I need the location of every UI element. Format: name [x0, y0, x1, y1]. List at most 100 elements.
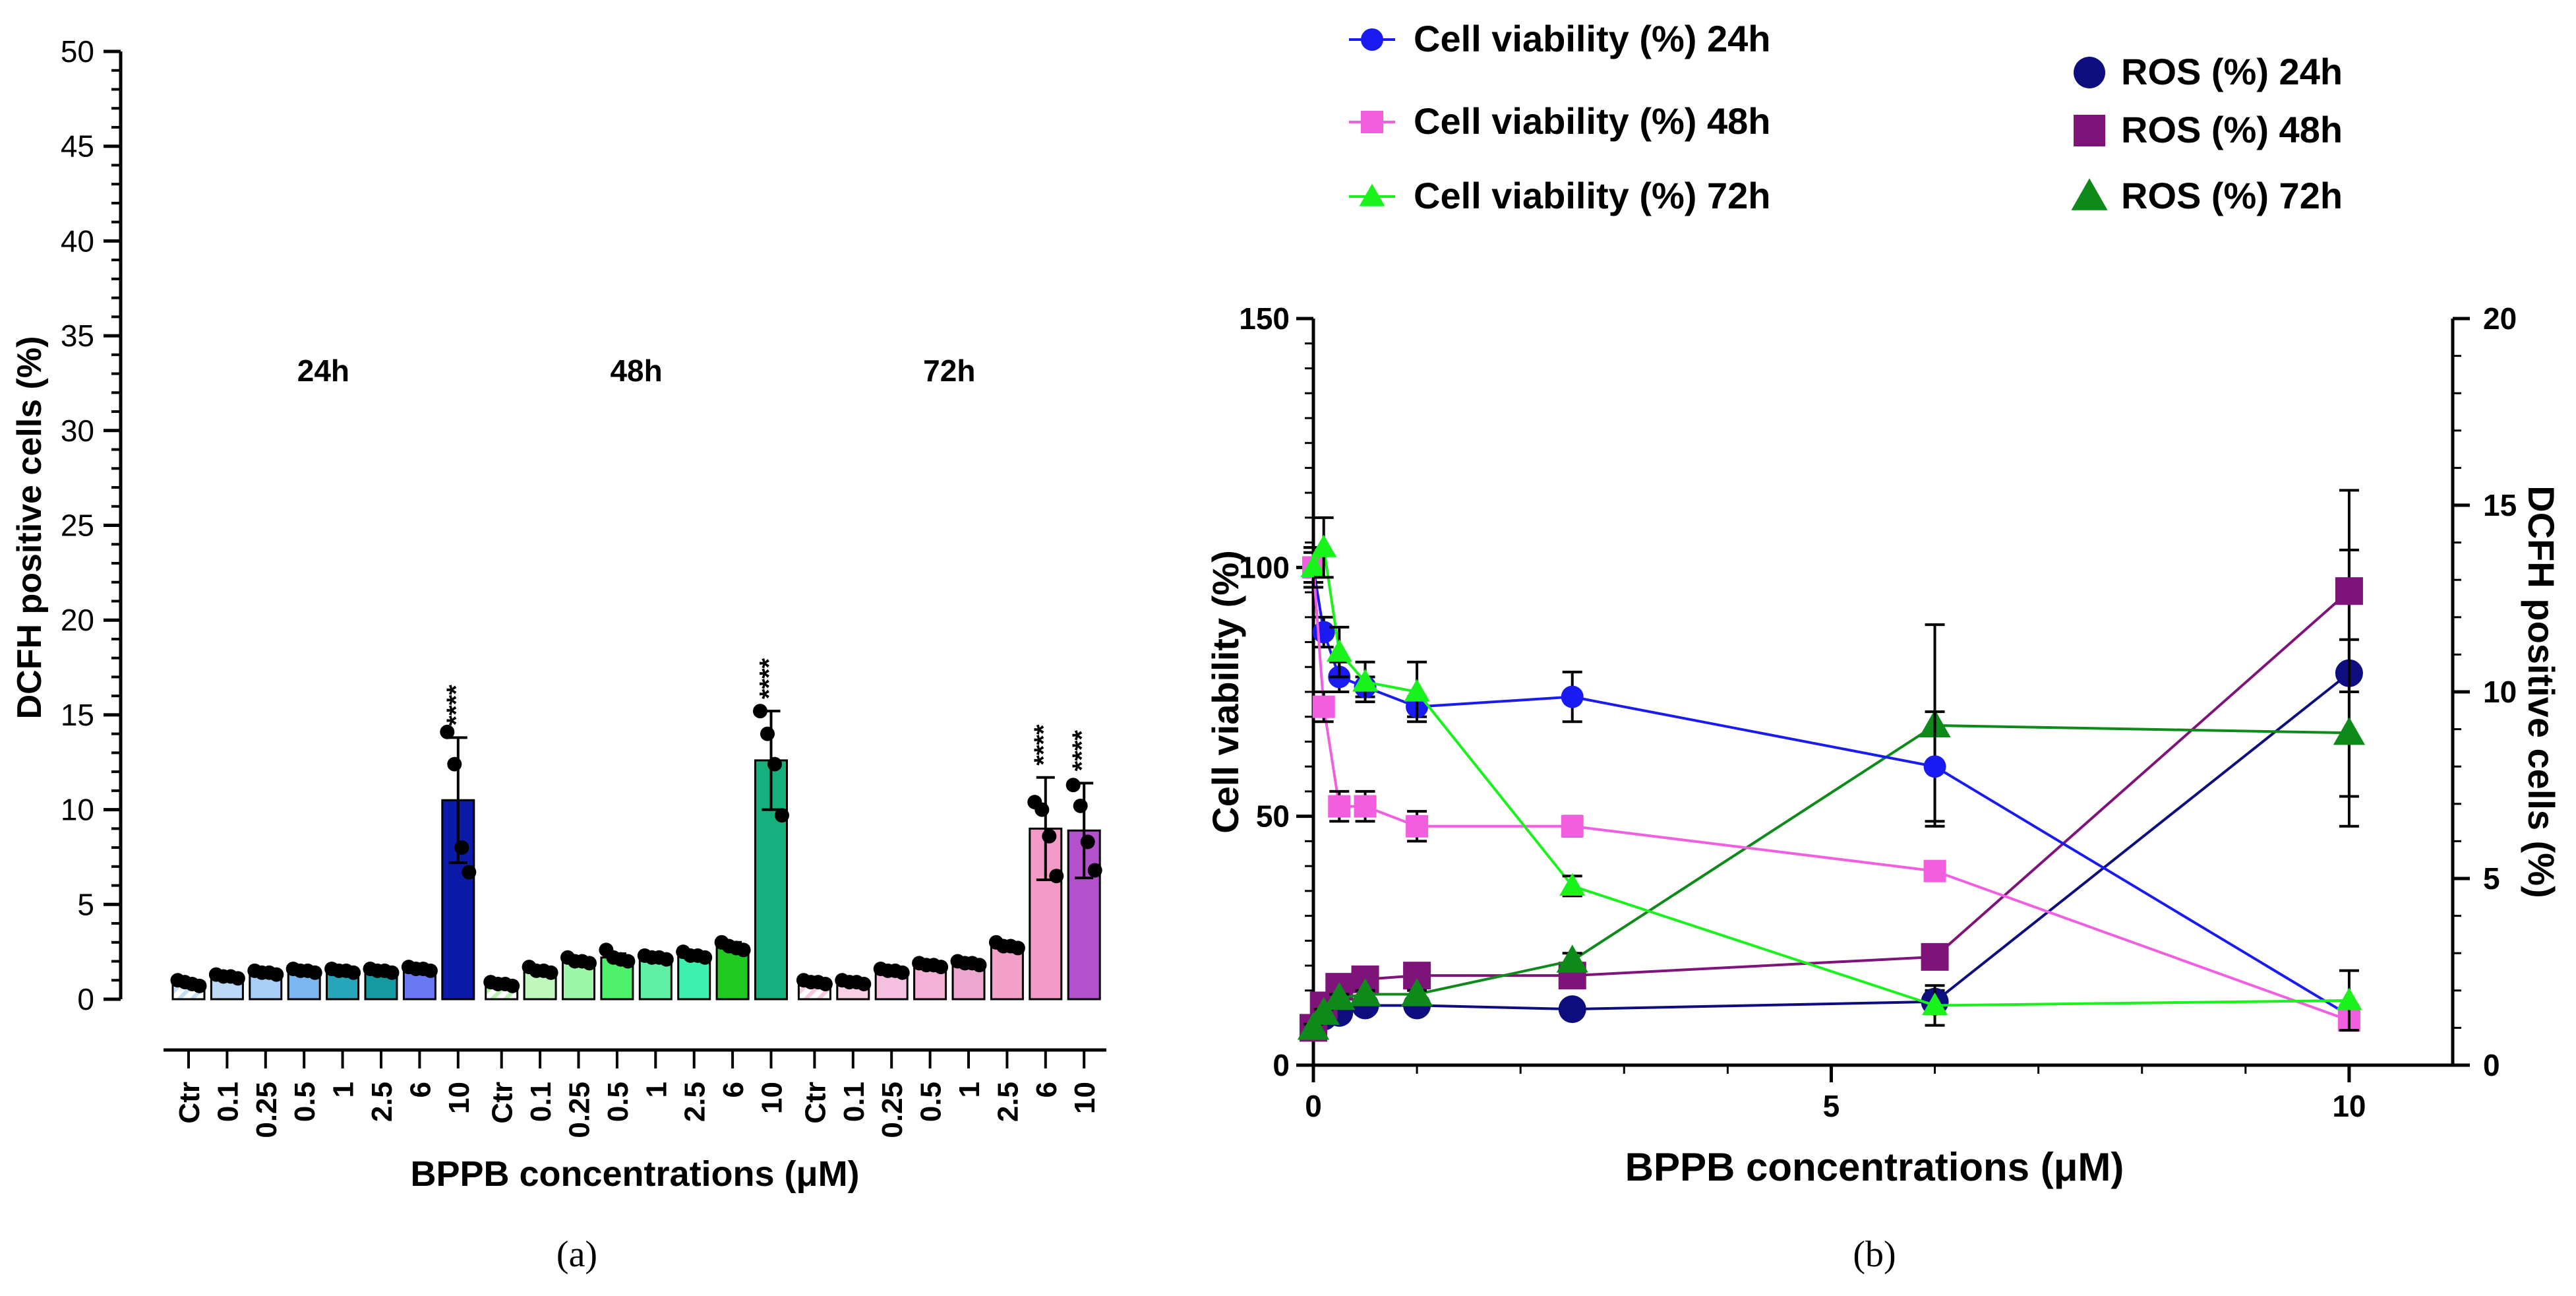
a-data-point — [454, 840, 469, 855]
b-series-group — [1300, 489, 2363, 1042]
a-x-tick-label: 0.25 — [564, 1082, 596, 1138]
b-right-tick-label: 15 — [2483, 488, 2517, 522]
a-data-point — [1010, 941, 1025, 956]
a-x-tick-label: 0.5 — [602, 1082, 634, 1122]
a-x-tick-label: 0.1 — [525, 1082, 557, 1122]
b-legend-label: ROS (%) 48h — [2121, 109, 2343, 150]
a-data-point — [505, 978, 520, 993]
a-data-point — [856, 977, 872, 992]
b-legend-item: Cell viability (%) 72h — [1349, 175, 1771, 216]
b-right-tick-label: 0 — [2483, 1048, 2500, 1082]
a-x-tick-label: 1 — [640, 1082, 673, 1097]
a-x-tick-label: Ctr — [487, 1082, 519, 1124]
a-data-point — [934, 960, 949, 975]
b-data-point — [1404, 679, 1430, 702]
b-series-group — [1302, 546, 2360, 1032]
a-x-tick-label: 0.5 — [915, 1082, 947, 1122]
a-significance-mark: **** — [1029, 724, 1058, 766]
b-legend-marker — [1361, 28, 1383, 51]
a-x-tick-label: Ctr — [799, 1082, 831, 1124]
a-x-tick-label: 0.1 — [838, 1082, 870, 1122]
panel-a-label: (a) — [556, 1234, 597, 1275]
a-data-point — [346, 965, 361, 980]
b-legend-label: Cell viability (%) 24h — [1414, 18, 1771, 59]
b-series-line — [1312, 543, 2349, 1007]
b-data-point — [1323, 981, 1356, 1010]
b-legend-marker — [1359, 183, 1385, 206]
b-series-group — [1297, 623, 2366, 1040]
a-significance-mark: **** — [1067, 730, 1096, 772]
b-legend-marker — [2074, 115, 2105, 146]
a-data-point — [307, 965, 322, 980]
b-data-point — [1558, 995, 1586, 1024]
a-data-point — [440, 724, 455, 739]
a-data-point — [698, 950, 713, 965]
a-bar — [441, 799, 475, 1001]
a-data-point — [269, 967, 284, 982]
b-legend-item: ROS (%) 48h — [2074, 109, 2343, 150]
a-data-point — [1087, 863, 1102, 878]
b-series-line — [1312, 724, 2349, 1029]
a-data-point — [753, 704, 767, 719]
a-data-point — [230, 971, 245, 986]
a-x-tick-label: 2.5 — [992, 1082, 1024, 1122]
a-data-point — [1042, 828, 1057, 844]
a-x-tick-label: 0.1 — [212, 1082, 244, 1122]
a-group-label: 24h — [297, 354, 349, 388]
b-data-point — [1561, 815, 1584, 838]
b-right-tick-label: 5 — [2483, 861, 2500, 896]
b-x-tick-label: 5 — [1823, 1089, 1840, 1123]
a-data-point — [775, 808, 789, 823]
b-data-point — [1300, 554, 1327, 577]
a-data-point — [1049, 869, 1064, 884]
a-data-point — [1073, 798, 1088, 813]
a-significance-mark: **** — [442, 685, 471, 726]
a-y-tick-label: 0 — [77, 982, 94, 1016]
a-x-tick-label: 6 — [404, 1082, 436, 1097]
b-data-point — [1923, 859, 1946, 882]
a-y-tick-label: 10 — [61, 793, 94, 827]
b-series-line — [1312, 567, 2350, 1022]
a-y-tick-label: 5 — [77, 887, 94, 921]
b-left-tick-label: 100 — [1239, 550, 1290, 584]
a-data-point — [582, 956, 597, 971]
a-x-tick-label: 1 — [328, 1082, 360, 1097]
panel-b-label: (b) — [1853, 1234, 1896, 1275]
a-x-tick-label: 6 — [1031, 1082, 1063, 1097]
b-right-axis-title: DCFH positive cells (%) — [2521, 485, 2562, 898]
b-data-point — [1561, 685, 1584, 708]
b-data-point — [1312, 695, 1335, 718]
a-data-point — [423, 963, 438, 978]
a-data-point — [972, 958, 987, 973]
a-data-point — [192, 978, 207, 993]
b-data-point — [1352, 669, 1379, 692]
b-data-point — [1406, 815, 1429, 838]
a-x-axis-title: BPPB concentrations (μM) — [410, 1154, 859, 1194]
b-legend-marker — [2071, 178, 2108, 210]
b-left-axis-title: Cell viability (%) — [1205, 550, 1246, 833]
b-data-point — [1307, 997, 1340, 1025]
a-x-tick-label: 2.5 — [366, 1082, 398, 1122]
a-data-point — [818, 977, 833, 992]
a-data-point — [1034, 802, 1050, 817]
a-x-tick-label: 10 — [1069, 1082, 1101, 1114]
a-x-tick-label: 6 — [717, 1082, 750, 1097]
b-x-axis-title: BPPB concentrations (μM) — [1625, 1145, 2124, 1189]
b-legend-item: ROS (%) 24h — [2074, 51, 2343, 92]
b-data-point — [1312, 621, 1335, 644]
b-data-point — [1921, 992, 1948, 1016]
a-x-tick-label: 0.25 — [876, 1082, 909, 1138]
b-legend-item: Cell viability (%) 24h — [1349, 18, 1771, 59]
b-data-point — [2335, 577, 2363, 605]
b-left-tick-label: 0 — [1273, 1048, 1290, 1082]
a-x-tick-label: Ctr — [173, 1082, 206, 1124]
a-data-point — [384, 965, 400, 980]
a-data-point — [1065, 778, 1081, 793]
a-x-tick-label: 10 — [443, 1082, 475, 1114]
a-x-tick-label: 2.5 — [679, 1082, 711, 1122]
a-data-point — [447, 756, 462, 772]
b-x-tick-label: 10 — [2332, 1089, 2366, 1123]
a-x-tick-label: 10 — [756, 1082, 789, 1114]
b-data-point — [1326, 639, 1352, 662]
